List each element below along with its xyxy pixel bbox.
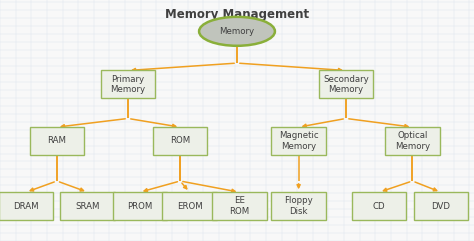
Text: SRAM: SRAM — [75, 201, 100, 211]
FancyBboxPatch shape — [100, 70, 155, 98]
FancyBboxPatch shape — [29, 127, 84, 155]
FancyBboxPatch shape — [61, 192, 115, 220]
Text: Memory Management: Memory Management — [165, 8, 309, 21]
FancyBboxPatch shape — [0, 192, 53, 220]
FancyBboxPatch shape — [319, 70, 373, 98]
Text: EE
ROM: EE ROM — [229, 196, 249, 216]
FancyBboxPatch shape — [271, 192, 326, 220]
FancyBboxPatch shape — [271, 127, 326, 155]
Text: Secondary
Memory: Secondary Memory — [323, 75, 369, 94]
Text: Magnetic
Memory: Magnetic Memory — [279, 131, 319, 151]
Text: Memory: Memory — [219, 27, 255, 36]
FancyBboxPatch shape — [385, 127, 439, 155]
FancyBboxPatch shape — [153, 127, 207, 155]
FancyBboxPatch shape — [112, 192, 167, 220]
FancyBboxPatch shape — [212, 192, 266, 220]
Text: Optical
Memory: Optical Memory — [395, 131, 430, 151]
Text: RAM: RAM — [47, 136, 66, 146]
Text: Floppy
Disk: Floppy Disk — [284, 196, 313, 216]
FancyBboxPatch shape — [352, 192, 407, 220]
Text: PROM: PROM — [127, 201, 153, 211]
Text: DVD: DVD — [431, 201, 450, 211]
Text: CD: CD — [373, 201, 385, 211]
FancyBboxPatch shape — [162, 192, 217, 220]
Text: ROM: ROM — [170, 136, 190, 146]
FancyBboxPatch shape — [413, 192, 468, 220]
Text: Primary
Memory: Primary Memory — [110, 75, 146, 94]
Ellipse shape — [199, 17, 275, 46]
Text: DRAM: DRAM — [13, 201, 39, 211]
Text: EROM: EROM — [177, 201, 202, 211]
